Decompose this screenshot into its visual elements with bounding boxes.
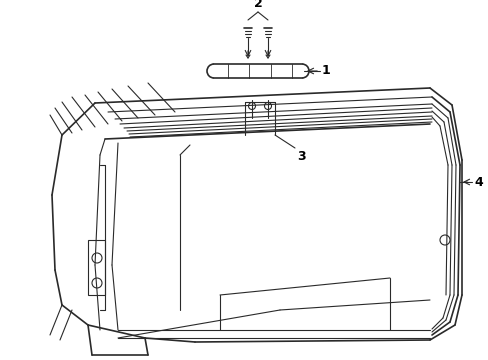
Text: 1: 1 xyxy=(321,64,330,77)
Bar xyxy=(88,240,105,295)
Text: 4: 4 xyxy=(473,175,482,189)
Text: 2: 2 xyxy=(253,0,262,10)
Text: 3: 3 xyxy=(296,150,305,163)
